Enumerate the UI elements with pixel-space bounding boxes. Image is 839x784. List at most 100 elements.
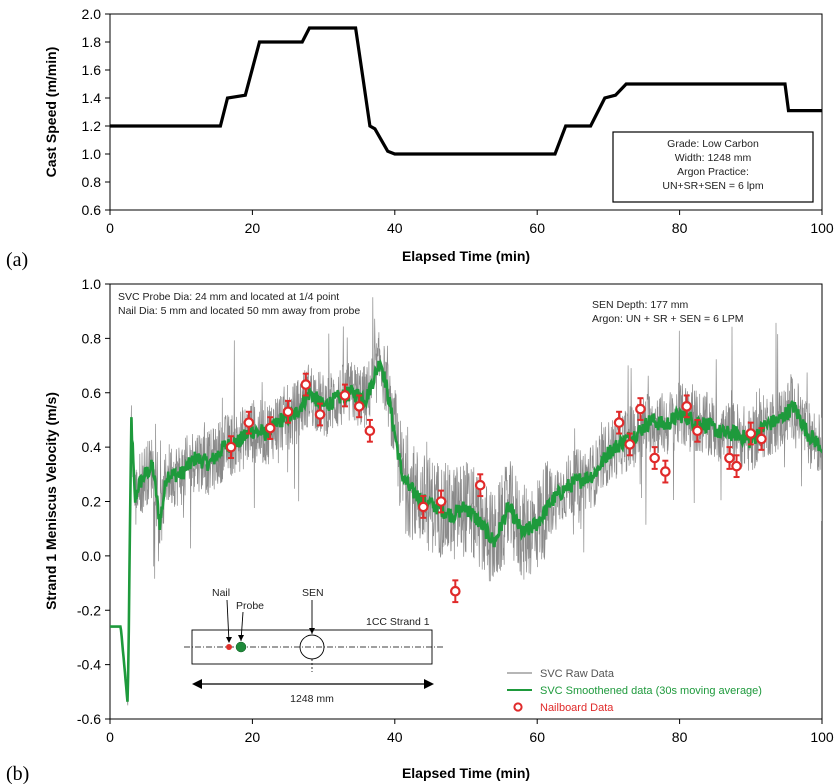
legend-entry-nailboard: Nailboard Data [540,702,614,714]
nailboard-point [300,372,312,397]
annotation-line: Grade: Low Carbon [667,138,759,150]
b-y-tick-label: -0.4 [77,657,101,673]
annotation-box-a: Grade: Low Carbon Width: 1248 mm Argon P… [612,131,814,203]
a-y-tick-label: 1.0 [82,146,102,162]
nailboard-point [649,446,660,470]
nailboard-marker [282,406,294,418]
nailboard-point [314,402,326,427]
nailboard-marker [243,417,255,428]
annotation-line: UN+SR+SEN = 6 lpm [662,180,764,192]
b-y-tick-label: -0.6 [77,711,101,727]
nailboard-marker [435,496,447,507]
nailboard-marker [339,390,351,401]
legend-b: SVC Raw Data SVC Smoothened data (30s mo… [507,668,762,714]
a-y-tick-label: 1.4 [82,90,102,106]
panel-label-a: (a) [6,249,28,271]
nailboard-marker [745,428,757,439]
nailboard-point [745,421,757,446]
width-arrow-right [424,679,434,689]
a-y-tick-label: 2.0 [82,6,102,22]
nailboard-point [225,435,237,459]
annotation-frame-a [612,131,814,203]
b-x-tick-label: 0 [106,729,114,745]
b-y-tick-label: 0.8 [82,330,102,346]
annotation-line: Width: 1248 mm [675,152,752,164]
b-y-tick-label: -0.2 [77,602,101,618]
nailboard-marker [724,452,735,464]
panel-label-b: (b) [6,763,29,784]
nail-pointer [226,599,230,643]
nailboard-marker [264,422,276,434]
b-y-tick-label: 0.0 [82,548,102,564]
x-axis-label-a: Elapsed Time (min) [402,248,530,264]
nailboard-point [417,495,429,519]
y-axis-label-a: Cast Speed (m/min) [43,47,59,178]
strand-inset-diagram: Nail Probe SEN 1CC Strand 1 1248 mm [184,587,444,705]
nailboard-marker [225,441,237,453]
a-y-tick-label: 0.8 [82,174,102,190]
b-y-tick-label: 0.6 [82,385,102,401]
sen-arrowhead [309,628,315,634]
x-axis-b: 0 20 40 60 80 100 [106,719,834,745]
meniscus-velocity-chart: -0.6 -0.4 -0.2 0.0 0.2 0.4 0.6 0.8 1.0 0 20 40 60 80… [6,276,834,784]
nailboard-point [731,454,742,479]
nailboard-point [435,489,447,514]
nailboard-point [339,383,351,408]
nailboard-marker [731,460,742,472]
nailboard-point [756,427,767,451]
b-x-tick-label: 100 [810,729,834,745]
nailboard-point [635,397,646,421]
nailboard-point [660,459,671,484]
x-axis-label-b: Elapsed Time (min) [402,765,530,781]
a-x-tick-label: 80 [672,220,688,236]
y-axis-a: 0.6 0.8 1.0 1.2 1.4 1.6 1.8 2.0 [82,6,110,218]
width-label: 1248 mm [290,693,334,705]
nailboard-marker [681,401,693,412]
probe-label: Probe [236,600,264,612]
nailboard-point [474,473,486,498]
note-top-left: Nail Dia: 5 mm and located 50 mm away fr… [118,305,360,317]
nailboard-marker [613,417,625,428]
nailboard-point [681,394,693,419]
a-x-tick-label: 20 [245,220,261,236]
nail-arrowhead [226,637,232,643]
a-x-tick-label: 0 [106,220,114,236]
nailboard-point [613,410,625,435]
sen-label: SEN [302,587,324,599]
nailboard-marker [660,466,671,477]
nailboard-marker [649,452,660,464]
y-axis-b: -0.6 -0.4 -0.2 0.0 0.2 0.4 0.6 0.8 1.0 [77,276,110,727]
a-y-tick-label: 0.6 [82,202,102,218]
nailboard-marker [417,501,429,513]
nailboard-marker [624,439,636,450]
y-axis-label-b: Strand 1 Meniscus Velocity (m/s) [43,392,59,610]
strand-label: 1CC Strand 1 [366,616,430,628]
note-top-left: SVC Probe Dia: 24 mm and located at 1/4 … [118,291,339,303]
nailboard-point [243,410,255,435]
nailboard-marker [692,425,703,437]
a-x-tick-label: 100 [810,220,834,236]
legend-entry-raw: SVC Raw Data [540,668,615,680]
nailboard-point [692,418,703,443]
b-y-tick-label: 0.2 [82,494,102,510]
nailboard-marker [756,433,767,445]
a-y-tick-label: 1.2 [82,118,102,134]
nailboard-marker [353,401,365,412]
b-y-tick-label: 1.0 [82,276,102,292]
b-x-tick-label: 80 [672,729,688,745]
annotation-line: Argon Practice: [677,166,749,178]
note-top-right: Argon: UN + SR + SEN = 6 LPM [592,313,743,325]
cast-speed-line [110,26,822,156]
nailboard-point [724,446,735,470]
b-x-tick-label: 60 [529,729,545,745]
a-x-tick-label: 40 [387,220,403,236]
probe-dot [235,641,247,653]
raw-data-line [110,297,822,706]
nailboard-marker [364,425,376,437]
b-x-tick-label: 20 [245,729,261,745]
nailboard-marker [300,379,312,390]
a-y-tick-label: 1.8 [82,34,102,50]
nailboard-marker [314,409,326,420]
b-y-tick-label: 0.4 [82,439,102,455]
